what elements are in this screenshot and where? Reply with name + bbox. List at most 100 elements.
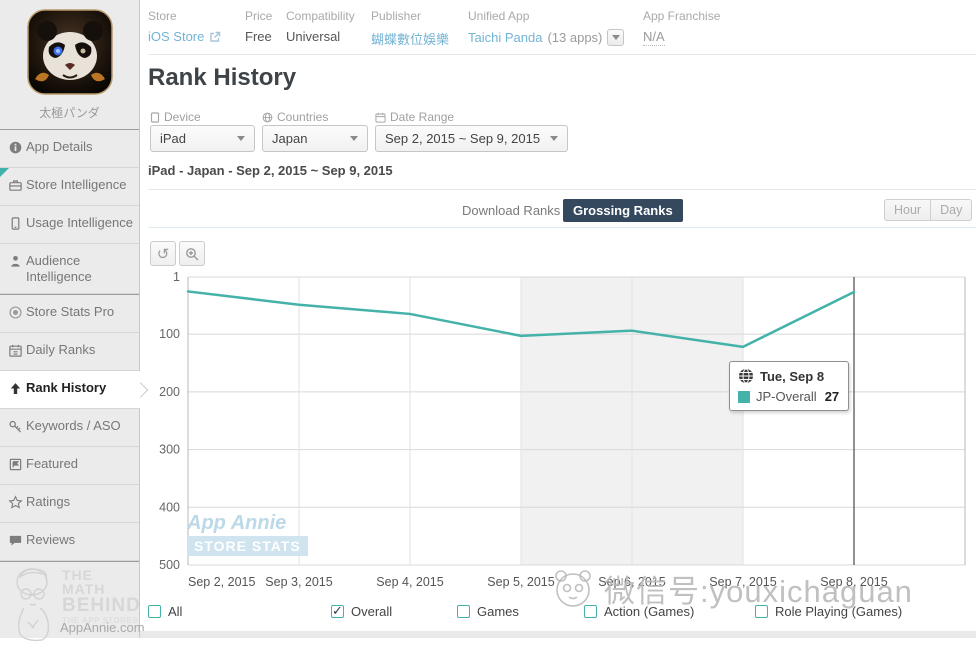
day-button[interactable]: Day <box>930 200 971 220</box>
chevron-down-icon <box>550 136 558 141</box>
tab-grossing-ranks[interactable]: Grossing Ranks <box>563 199 683 222</box>
price-label: Price <box>245 9 273 23</box>
chevron-down-icon <box>237 136 245 141</box>
unified-app-count: (13 apps) <box>547 30 603 45</box>
appannie-mascot-icon <box>16 568 50 642</box>
store-icon <box>8 178 26 197</box>
chart-tooltip: Tue, Sep 8 JP-Overall 27 <box>729 361 849 411</box>
legend-item-overall[interactable]: Overall <box>331 603 457 619</box>
rank-line-jp-overall <box>186 290 856 349</box>
y-tick-label: 200 <box>159 385 180 399</box>
daterange-select[interactable]: Sep 2, 2015 ~ Sep 9, 2015 <box>375 125 568 152</box>
sidebar-item-reviews[interactable]: Reviews <box>0 523 139 561</box>
meta-price: Price Free <box>245 9 272 44</box>
publisher-link[interactable]: 蝴蝶數位娛樂 <box>371 32 450 47</box>
sidebar-item-ratings[interactable]: Ratings <box>0 485 139 523</box>
sidebar-item-label: Reviews <box>26 532 76 547</box>
x-tick-label: Sep 3, 2015 <box>265 575 332 589</box>
unified-app-link[interactable]: Taichi Panda <box>468 30 543 45</box>
device-select[interactable]: iPad <box>150 125 255 152</box>
sidebar-item-label: Usage Intelligence <box>26 215 133 230</box>
legend-label: Action (Games) <box>604 604 695 619</box>
tagline: THE MATH BEHIND THE APP STORES <box>62 567 141 625</box>
tooltip-series: JP-Overall <box>756 389 817 404</box>
sidebar-item-usage-intelligence[interactable]: Usage Intelligence <box>0 206 139 244</box>
legend-item-role-playing-games[interactable]: Role Playing (Games) <box>755 604 902 619</box>
x-tick-label: Sep 5, 2015 <box>487 575 554 589</box>
page-title: Rank History <box>148 64 297 91</box>
hour-button[interactable]: Hour <box>894 203 922 217</box>
checkbox-unchecked[interactable] <box>755 605 768 618</box>
sidebar-group: App Details Store Intelligence Usage Intel… <box>0 129 139 294</box>
sidebar-item-label: Ratings <box>26 494 71 509</box>
meta-compatibility: Compatibility Universal <box>286 9 355 44</box>
checkbox-unchecked[interactable] <box>148 605 161 618</box>
info-icon <box>8 140 26 159</box>
appannie-chart-watermark: App Annie STORE STATS <box>187 512 308 556</box>
zoom-in-icon <box>186 247 199 260</box>
sidebar-item-daily-ranks[interactable]: Daily Ranks <box>0 333 139 371</box>
meta-store: Store iOS Store <box>148 9 221 44</box>
y-tick-label: 400 <box>159 500 180 514</box>
device-filter-label: Device <box>150 110 201 124</box>
chart-zoom-button[interactable] <box>179 241 205 266</box>
unified-app-dropdown-button[interactable] <box>607 29 625 46</box>
meta-franchise: App Franchise N/A <box>643 9 720 46</box>
legend-item-all[interactable]: All <box>148 604 331 619</box>
checkbox-checked[interactable] <box>331 603 344 619</box>
legend-label: Overall <box>351 604 393 619</box>
calendar-icon <box>8 343 26 362</box>
x-tick-label: Sep 8, 2015 <box>820 575 887 589</box>
x-tick-label: Sep 2, 2015 <box>188 575 255 589</box>
appannie-link[interactable]: AppAnnie.com <box>60 620 145 635</box>
external-link-icon[interactable] <box>209 31 221 43</box>
chart-reset-button[interactable]: ↺ <box>150 241 176 266</box>
tooltip-value: 27 <box>824 389 840 404</box>
featured-icon <box>8 457 26 476</box>
series-swatch <box>738 390 750 403</box>
legend-item-action-games[interactable]: Action (Games) <box>584 604 755 619</box>
sidebar-item-label: Rank History <box>26 380 107 395</box>
app-icon <box>0 0 139 104</box>
x-tick-label: Sep 7, 2015 <box>709 575 776 589</box>
sidebar-item-app-details[interactable]: App Details <box>0 130 139 168</box>
sidebar-item-store-stats-pro[interactable]: Store Stats Pro <box>0 295 139 333</box>
sidebar-item-featured[interactable]: Featured <box>0 447 139 485</box>
x-tick-label: Sep 6, 2015 <box>598 575 665 589</box>
checkbox-unchecked[interactable] <box>584 605 597 618</box>
y-tick-label: 300 <box>159 443 180 457</box>
sidebar-item-label: Daily Ranks <box>26 342 96 357</box>
app-name: 太極パンダ <box>39 106 100 120</box>
panda-app-icon <box>26 9 113 95</box>
sidebar-item-keywords-aso[interactable]: Keywords / ASO <box>0 409 139 447</box>
chart-legend: All Overall Games Action (Games) Role Playin… <box>148 603 976 619</box>
legend-label: Role Playing (Games) <box>775 604 903 619</box>
stats-pro-icon <box>8 305 26 324</box>
divider <box>148 54 976 55</box>
sidebar-item-store-intelligence[interactable]: Store Intelligence <box>0 168 139 206</box>
sidebar-item-rank-history[interactable]: Rank History <box>0 371 149 409</box>
legend-item-games[interactable]: Games <box>457 604 584 619</box>
franchise-value: N/A <box>643 29 665 46</box>
tab-download-ranks[interactable]: Download Ranks <box>462 203 561 218</box>
checkbox-unchecked[interactable] <box>457 605 470 618</box>
sidebar-item-audience-intelligence[interactable]: Audience Intelligence <box>0 244 139 294</box>
arrow-up-icon <box>8 381 26 400</box>
sidebar-item-label: Store Stats Pro <box>26 304 115 319</box>
chart-summary-line: iPad - Japan - Sep 2, 2015 ~ Sep 9, 2015 <box>148 163 393 178</box>
ios-store-link[interactable]: iOS Store <box>148 29 205 44</box>
sidebar-menu: App Details Store Intelligence Usage Intel… <box>0 129 149 562</box>
compatibility-label: Compatibility <box>286 9 355 23</box>
device-icon <box>150 111 160 123</box>
countries-select[interactable]: Japan <box>262 125 368 152</box>
calendar-icon <box>375 112 386 123</box>
globe-icon <box>262 112 273 122</box>
audience-icon <box>8 254 26 273</box>
rank-history-chart[interactable]: 1 100 200 300 400 500 Sep 2, 2015 Sep 3, 2015 Se… <box>140 236 976 606</box>
sidebar-footer: THE MATH BEHIND THE APP STORES AppAnnie.… <box>0 562 145 654</box>
publisher-label: Publisher <box>371 9 422 23</box>
y-tick-label: 100 <box>159 327 180 341</box>
granularity-toggle: Hour Day <box>884 199 973 221</box>
legend-label: All <box>168 604 183 619</box>
compatibility-value: Universal <box>286 29 341 44</box>
